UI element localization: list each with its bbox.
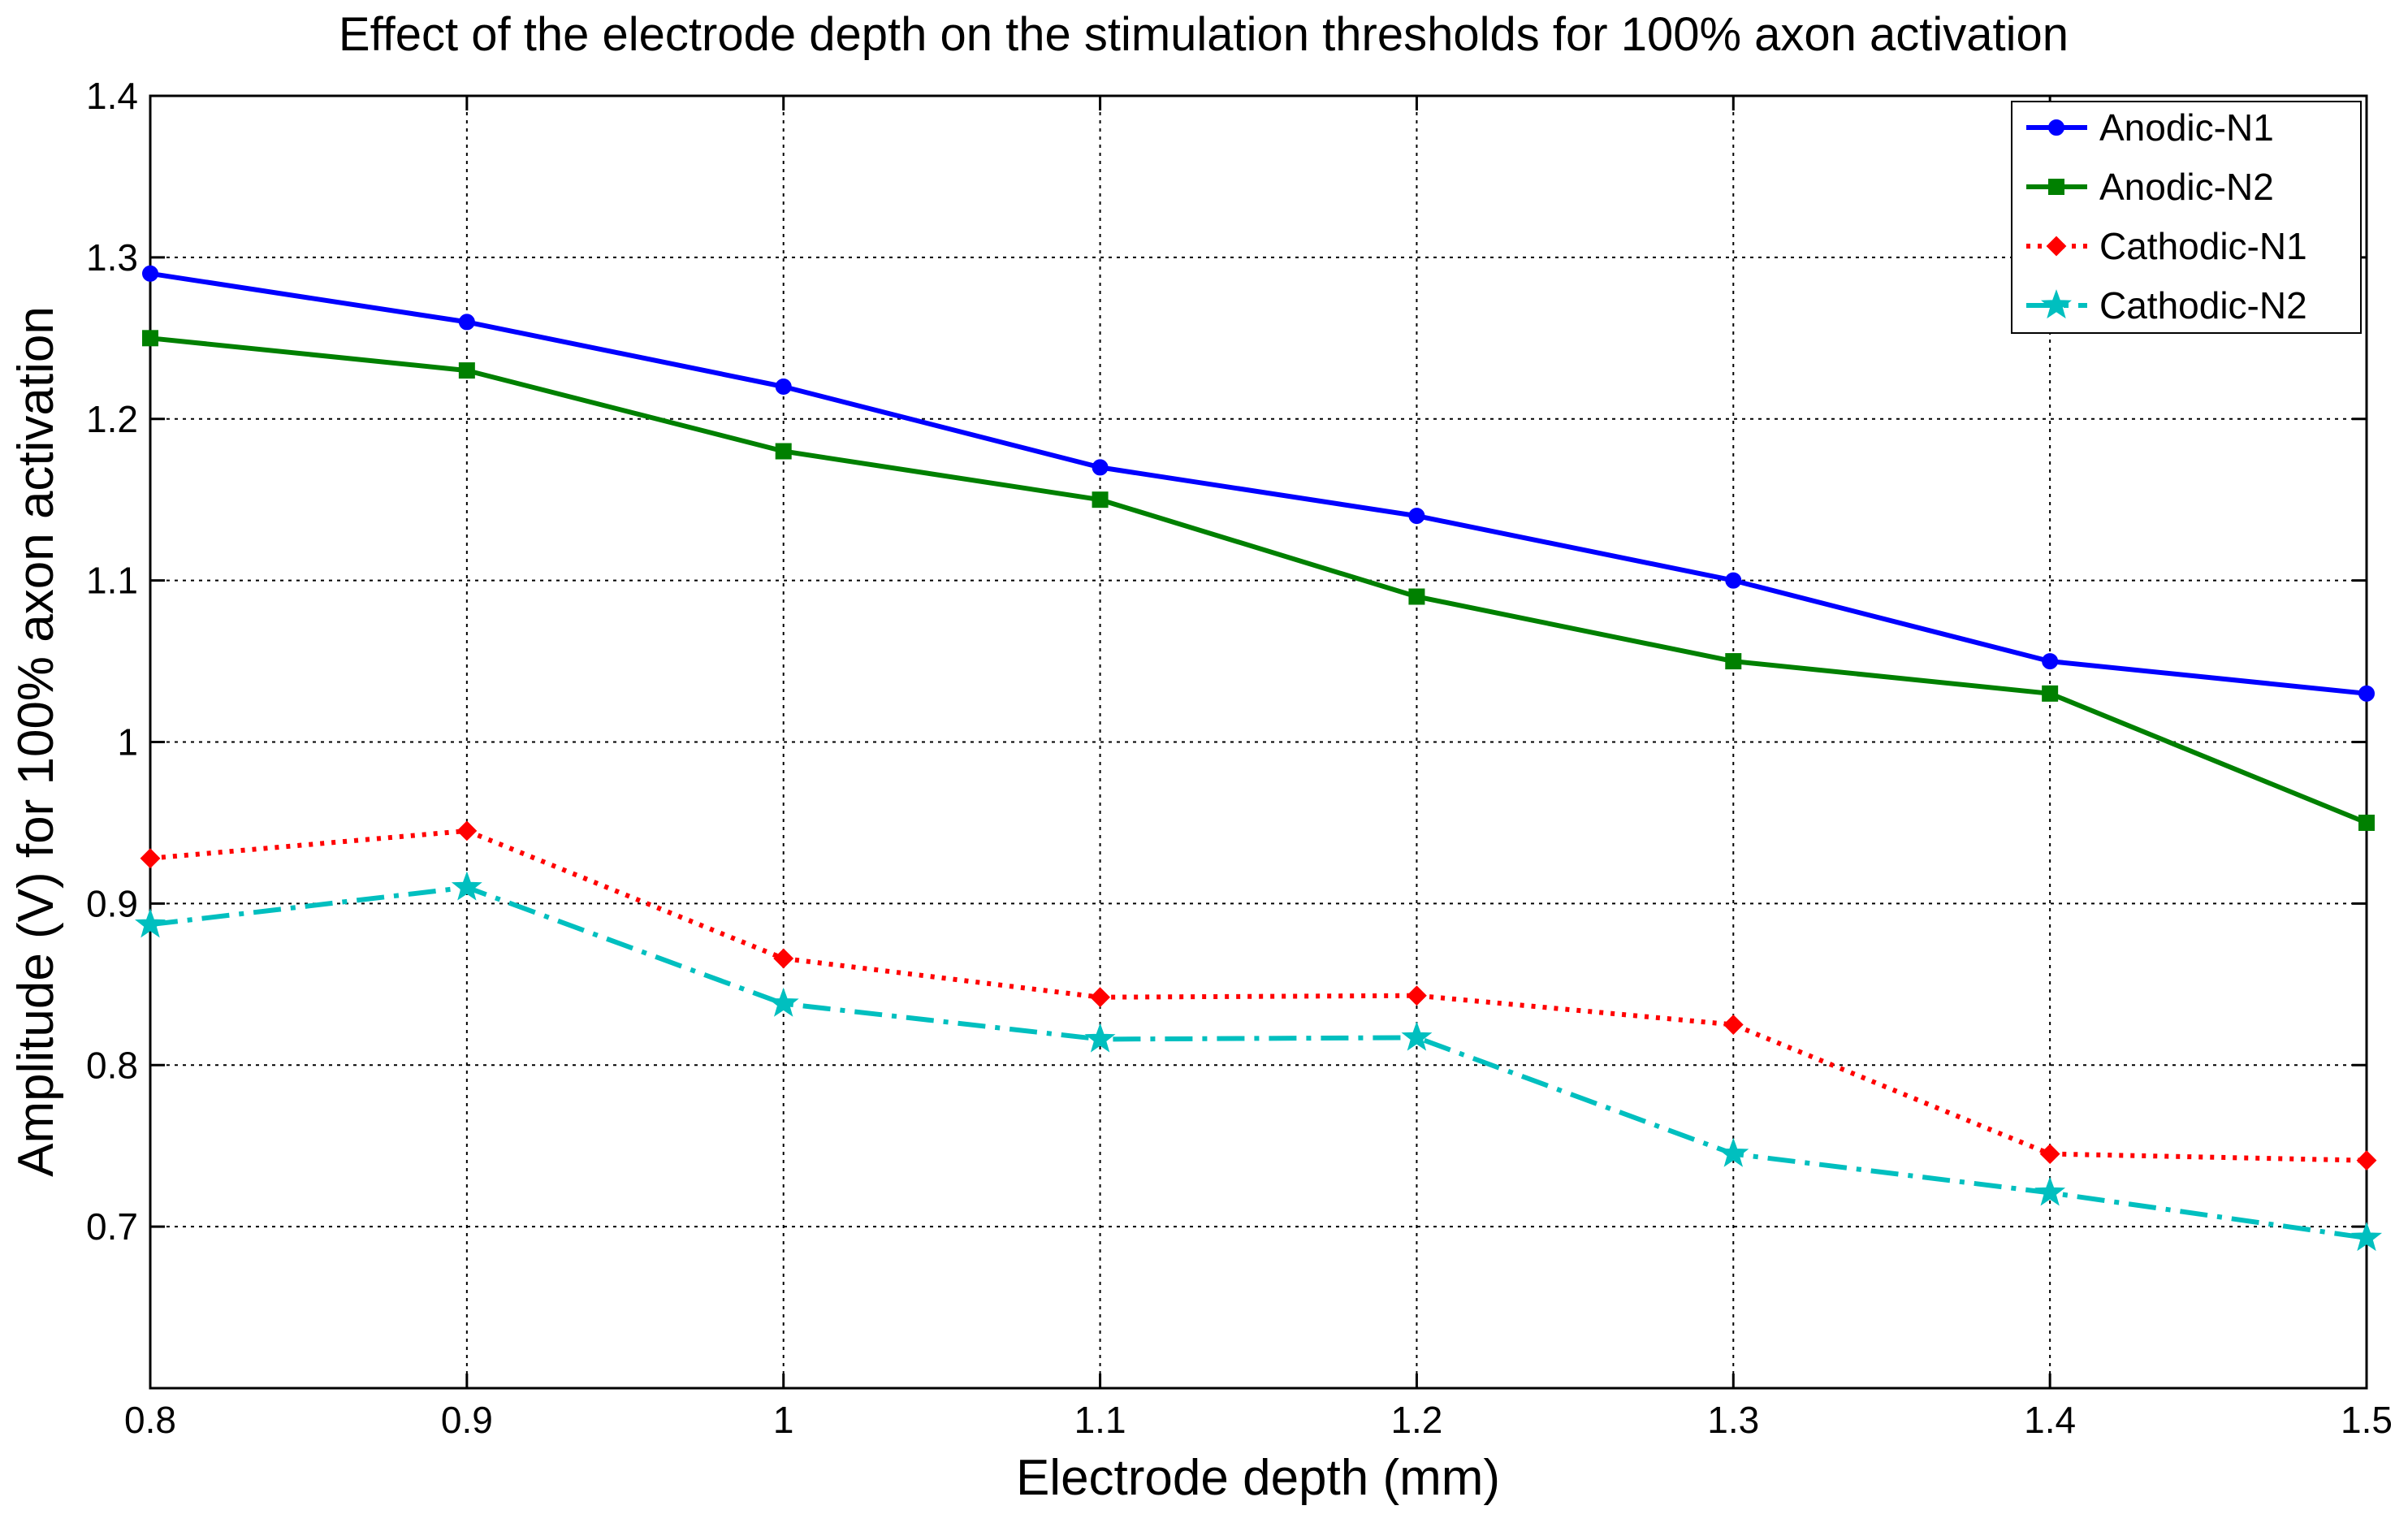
- legend-label: Cathodic-N2: [2099, 284, 2307, 327]
- x-tick-label: 1.4: [2024, 1399, 2076, 1441]
- data-point: [773, 948, 794, 969]
- chart-title: Effect of the electrode depth on the sti…: [339, 8, 2069, 61]
- y-axis-label: Amplitude (V) for 100% axon activation: [8, 306, 64, 1177]
- legend-label: Cathodic-N1: [2099, 225, 2307, 267]
- legend-box: [2011, 101, 2362, 334]
- data-point: [458, 314, 475, 331]
- x-tick-label: 1.1: [1074, 1399, 1126, 1441]
- x-axis-label: Electrode depth (mm): [1016, 1450, 1500, 1506]
- data-point: [2039, 1144, 2060, 1165]
- data-point: [2042, 653, 2059, 670]
- data-point: [135, 908, 166, 938]
- data-point: [458, 362, 475, 379]
- legend-item: Cathodic-N2: [2026, 284, 2307, 327]
- data-point: [456, 820, 478, 842]
- x-tick-label: 0.9: [441, 1399, 493, 1441]
- legend-item: Anodic-N2: [2026, 166, 2274, 208]
- legend-label: Anodic-N2: [2099, 166, 2274, 208]
- y-tick-label: 1.3: [86, 236, 138, 279]
- data-point: [2351, 1222, 2382, 1252]
- x-tick-label: 1.3: [1707, 1399, 1759, 1441]
- legend: Anodic-N1 Anodic-N2 Cathodic-N1 Cathodic-N2: [2011, 101, 2362, 334]
- data-point: [775, 378, 792, 395]
- data-point: [142, 265, 158, 282]
- data-point: [1084, 1023, 1116, 1053]
- data-point: [1092, 459, 1109, 476]
- legend-label: Anodic-N1: [2099, 106, 2274, 149]
- y-tick-label: 1.1: [86, 560, 138, 602]
- series-anodic-n2: [142, 330, 2375, 831]
- data-point: [1408, 588, 1425, 605]
- y-tick-label: 1.4: [86, 75, 138, 117]
- series-cathodic-n1: [140, 820, 2377, 1171]
- data-point: [451, 871, 482, 901]
- series-cathodic-n2: [135, 871, 2382, 1252]
- y-tick-label: 0.8: [86, 1044, 138, 1086]
- data-point: [1090, 987, 1110, 1008]
- data-point: [2356, 1150, 2377, 1171]
- axis-ticks: 0.8 0.9 1 1.1 1.2 1.3 1.4 1.5 0.7 0.8 0.9 1 1.1 1.2 1.…: [86, 75, 2393, 1441]
- data-point: [1725, 572, 1742, 589]
- series-anodic-n1: [142, 265, 2375, 702]
- data-point: [142, 330, 158, 347]
- legend-marker: [2048, 119, 2064, 136]
- data-series: [135, 265, 2382, 1252]
- legend-marker: [2048, 179, 2064, 195]
- data-point: [775, 443, 792, 460]
- data-point: [767, 987, 799, 1017]
- x-tick-label: 1.2: [1390, 1399, 1442, 1441]
- data-point: [1718, 1137, 1749, 1167]
- series-line: [149, 270, 2367, 696]
- series-line: [149, 885, 2367, 1240]
- y-tick-label: 0.9: [86, 882, 138, 924]
- legend-marker: [2046, 236, 2067, 257]
- y-tick-label: 1: [117, 721, 138, 764]
- data-point: [1408, 508, 1425, 525]
- data-point: [1725, 653, 1742, 670]
- data-point: [1407, 985, 1427, 1006]
- x-tick-label: 0.8: [124, 1399, 176, 1441]
- data-point: [1092, 491, 1109, 508]
- legend-item: Cathodic-N1: [2026, 225, 2307, 267]
- data-point: [140, 848, 161, 869]
- y-tick-label: 0.7: [86, 1205, 138, 1248]
- x-tick-label: 1.5: [2341, 1399, 2393, 1441]
- data-point: [2358, 685, 2375, 702]
- data-point: [1401, 1021, 1433, 1051]
- y-tick-label: 1.2: [86, 398, 138, 440]
- data-point: [2034, 1176, 2066, 1206]
- legend-item: Anodic-N1: [2026, 106, 2274, 149]
- series-line: [149, 828, 2367, 1163]
- legend-marker: [2041, 289, 2072, 319]
- data-point: [1723, 1015, 1744, 1035]
- data-point: [2042, 685, 2059, 702]
- data-point: [2358, 814, 2375, 831]
- series-line: [149, 335, 2368, 825]
- x-tick-label: 1: [773, 1399, 794, 1441]
